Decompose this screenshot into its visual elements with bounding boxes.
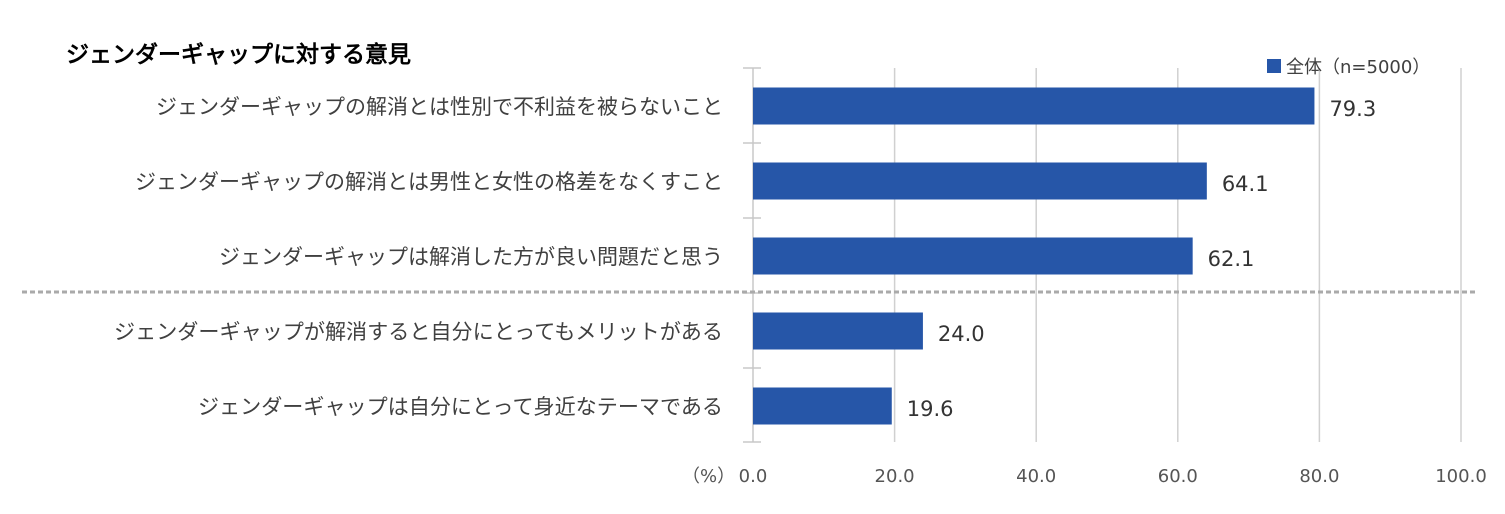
x-tick-label: 0.0 — [739, 466, 768, 487]
x-tick-label: 20.0 — [875, 466, 915, 487]
legend: 全体（n=5000） — [1267, 57, 1430, 78]
labels: 0.0 20.0 40.0 60.0 80.0 100.0 79.3 ジェンダーギャップの解消… — [114, 95, 1487, 487]
category-label: ジェンダーギャップの解消とは男性と女性の格差をなくすこと — [135, 170, 723, 194]
category-label: ジェンダーギャップが解消すると自分にとってもメリットがある — [114, 320, 723, 344]
x-tick-label: 100.0 — [1435, 466, 1487, 487]
category-label: ジェンダーギャップは自分にとって身近なテーマである — [198, 395, 723, 419]
bar — [753, 237, 1193, 275]
legend-swatch — [1267, 59, 1281, 73]
data-label: 19.6 — [907, 397, 954, 421]
data-label: 62.1 — [1208, 247, 1255, 271]
category-label: ジェンダーギャップは解消した方が良い問題だと思う — [219, 245, 723, 269]
x-axis-unit-label: （%） — [682, 466, 735, 487]
bar — [753, 387, 892, 425]
data-label: 79.3 — [1329, 97, 1376, 121]
category-label: ジェンダーギャップの解消とは性別で不利益を被らないこと — [156, 95, 723, 119]
data-label: 24.0 — [938, 322, 985, 346]
bar — [753, 162, 1207, 200]
chart-title: ジェンダーギャップに対する意見 — [66, 41, 411, 68]
bar — [753, 312, 923, 350]
x-tick-label: 60.0 — [1158, 466, 1198, 487]
legend-label: 全体（n=5000） — [1286, 57, 1430, 78]
x-tick-label: 40.0 — [1016, 466, 1056, 487]
x-tick-label: 80.0 — [1299, 466, 1339, 487]
data-label: 64.1 — [1222, 172, 1269, 196]
bars — [753, 87, 1315, 425]
bar — [753, 87, 1315, 125]
